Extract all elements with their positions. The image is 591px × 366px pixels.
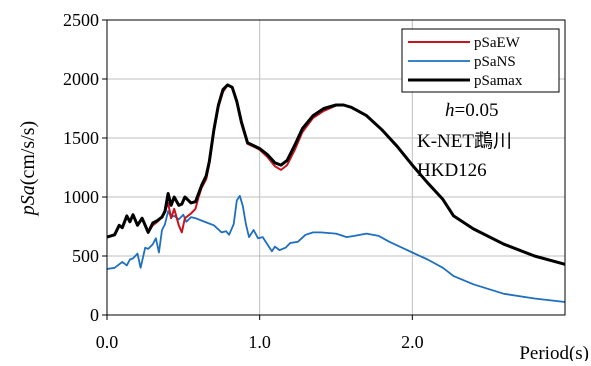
damping-value: =0.05 — [455, 100, 499, 121]
y-tick-label: 500 — [72, 246, 99, 266]
legend-label: pSaEW — [474, 35, 521, 51]
plot-frame — [106, 19, 566, 316]
y-axis-label: pSa(cm/s/s) — [17, 121, 39, 217]
y-tick-label: 2000 — [63, 69, 99, 89]
station-code-annotation: HKD126 — [417, 160, 487, 181]
y-tick-label: 1000 — [63, 187, 99, 207]
x-tick-label: 0.0 — [96, 332, 119, 352]
x-tick-label: 1.0 — [248, 332, 271, 352]
legend-entries: pSaEW pSaNS pSamax — [408, 35, 523, 89]
x-axis-label: Period(s) — [519, 343, 589, 361]
y-axis-label-unit: (cm/s/s) — [17, 121, 39, 185]
legend-label: pSamax — [474, 73, 523, 89]
legend-label: pSaNS — [474, 54, 516, 70]
damping-symbol: h — [445, 100, 455, 121]
legend: pSaEW pSaNS pSamax — [401, 28, 560, 93]
series-line-psamax — [106, 83, 566, 266]
station-name-annotation: K-NET鵡川 — [417, 130, 512, 152]
x-tick-label: 2.0 — [401, 332, 424, 352]
y-tick-label: 0 — [90, 305, 99, 325]
damping-annotation: h=0.05 — [445, 100, 498, 121]
axis-ticks: 0 500 1000 1500 2000 2500 0.0 1.0 2.0 — [63, 10, 424, 352]
y-tick-label: 1500 — [63, 128, 99, 148]
series-line-psans — [106, 194, 566, 303]
series-lines — [106, 83, 566, 303]
y-axis-label-symbol: pSa — [17, 185, 39, 217]
y-tick-label: 2500 — [63, 10, 99, 30]
